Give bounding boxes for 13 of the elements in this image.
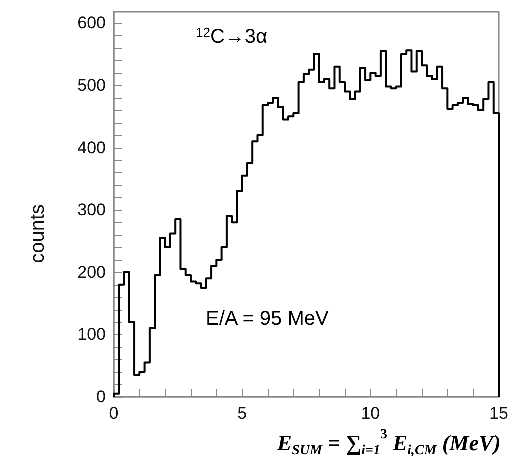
y-tick-label: 200 [78,262,106,282]
x-tick-label: 10 [361,404,380,423]
x-tick-label: 0 [109,404,119,423]
x-tick-label: 5 [238,404,248,423]
y-tick-label: 100 [78,325,106,344]
y-tick-label: 400 [78,138,106,158]
y-tick-label: 600 [78,14,106,33]
y-tick-label: 0 [96,388,106,406]
y-axis-title: counts [27,204,49,264]
y-tick-label: 300 [78,200,106,220]
x-tick-label: 15 [490,404,508,423]
annotation: E/A = 95 MeV [206,308,330,330]
y-tick-label: 500 [78,76,106,96]
